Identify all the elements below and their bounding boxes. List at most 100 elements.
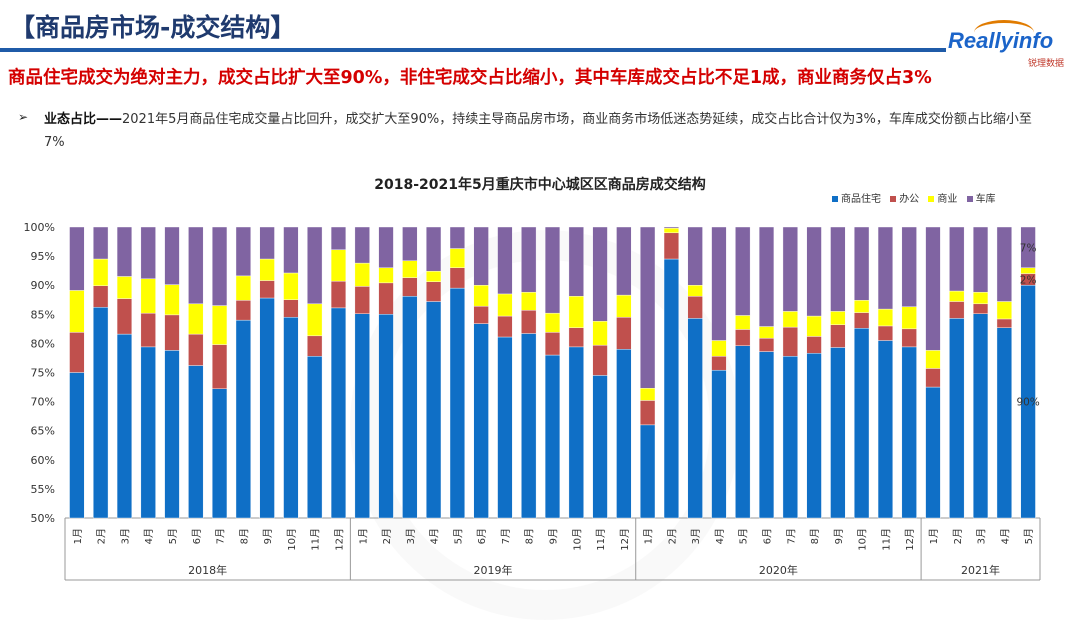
bar-segment-commercial [782, 311, 798, 328]
x-tick-label: 8月 [238, 528, 250, 544]
x-tick-label: 4月 [429, 528, 441, 544]
bar-segment-commercial [925, 350, 941, 369]
bar-segment-garage [568, 226, 584, 297]
bar-segment-residential [116, 333, 133, 519]
x-tick-label: 4月 [999, 528, 1011, 544]
data-label: 7% [1020, 242, 1037, 254]
x-tick-label: 2月 [96, 528, 108, 544]
bar-segment-commercial [330, 249, 347, 282]
bar-segment-commercial [877, 308, 893, 327]
bar-segment-residential [544, 354, 561, 519]
bar-segment-garage [972, 226, 989, 293]
bar-segment-commercial [69, 290, 85, 333]
bar-segment-residential [330, 307, 347, 519]
bar-segment-commercial [972, 291, 989, 305]
x-tick-label: 3月 [976, 528, 988, 544]
bar-segment-commercial [402, 260, 418, 278]
bar-segment-commercial [259, 258, 275, 281]
bar-segment-commercial [497, 293, 513, 317]
bar-segment-residential [854, 328, 870, 519]
bar-segment-office [972, 303, 989, 314]
bar-segment-office [949, 301, 965, 319]
bar-segment-residential [235, 319, 251, 519]
bar-segment-commercial [354, 262, 370, 287]
bar-segment-office [235, 300, 251, 321]
bar-segment-commercial [473, 284, 489, 307]
bar-segment-residential [901, 346, 917, 519]
y-tick-label: 50% [31, 512, 55, 525]
legend-item-residential: 商品住宅 [832, 194, 881, 205]
bar-segment-commercial [140, 278, 156, 314]
y-tick-label: 85% [31, 308, 55, 321]
x-tick-label: 4月 [143, 528, 155, 544]
bar-segment-commercial [568, 296, 584, 328]
x-tick-label: 3月 [119, 528, 131, 544]
bar-segment-garage [235, 226, 251, 277]
bar-segment-garage [212, 226, 228, 306]
x-tick-label: 7月 [215, 528, 227, 544]
y-tick-label: 90% [31, 279, 55, 292]
x-tick-label: 3月 [690, 528, 702, 544]
bar-segment-garage [663, 226, 679, 229]
legend-item-office: 办公 [890, 194, 919, 205]
bar-segment-garage [188, 226, 204, 305]
x-tick-label: 5月 [1023, 528, 1035, 544]
bar-segment-garage [925, 226, 941, 351]
bar-segment-garage [426, 226, 442, 272]
bar-segment-commercial [426, 271, 442, 282]
bar-segment-garage [354, 226, 370, 264]
x-tick-label: 6月 [476, 528, 488, 544]
bar-segment-commercial [687, 284, 703, 297]
x-tick-label: 5月 [738, 528, 750, 544]
x-tick-label: 11月 [880, 528, 892, 551]
y-tick-label: 95% [31, 250, 55, 263]
x-tick-label: 11月 [595, 528, 607, 551]
legend-label: 商业 [937, 194, 958, 205]
bar-segment-residential [497, 336, 513, 519]
data-label: 90% [1016, 397, 1039, 409]
bar-segment-residential [212, 388, 228, 519]
bar-segment-garage [164, 226, 180, 285]
bar-segment-commercial [711, 340, 727, 357]
bar-segment-garage [592, 226, 608, 322]
bar-segment-residential [164, 350, 180, 519]
bar-segment-commercial [854, 300, 870, 313]
bar-segment-garage [521, 226, 537, 293]
bar-segment-residential [307, 356, 323, 519]
bar-segment-garage [544, 226, 561, 314]
bar-segment-residential [687, 318, 703, 519]
chart-legend: 商品住宅 办公 商业 车库 [832, 190, 1002, 205]
legend-item-garage: 车库 [966, 194, 996, 205]
x-tick-label: 9月 [262, 528, 274, 544]
chart-title: 2018-2021年5月重庆市中心城区区商品房成交结构 [374, 177, 706, 193]
bar-segment-commercial [307, 303, 323, 337]
x-tick-label: 2月 [952, 528, 964, 544]
bar-segment-office [568, 327, 584, 348]
bar-segment-garage [330, 226, 347, 250]
bar-segment-residential [758, 351, 775, 519]
bar-segment-residential [735, 345, 751, 519]
bar-segment-commercial [378, 267, 394, 284]
legend-swatch [890, 196, 897, 202]
legend-swatch [928, 196, 935, 202]
bar-segment-garage [1020, 226, 1036, 268]
bar-segment-office [616, 317, 632, 350]
bar-segment-residential [877, 340, 893, 519]
year-group-label: 2021年 [961, 563, 1000, 577]
bar-segment-office [93, 285, 109, 308]
y-tick-label: 65% [31, 425, 55, 438]
bar-segment-commercial [830, 311, 846, 325]
bar-segment-office [116, 298, 133, 335]
x-tick-label: 12月 [333, 528, 345, 551]
x-tick-label: 9月 [548, 528, 560, 544]
bar-segment-garage [640, 226, 656, 389]
bullet-arrow-icon: ➢ [18, 110, 29, 124]
x-tick-label: 5月 [452, 528, 464, 544]
bar-segment-office [140, 312, 156, 348]
bar-segment-residential [426, 301, 442, 519]
bar-segment-commercial [212, 305, 228, 345]
bar-segment-commercial [735, 315, 751, 330]
bar-segment-residential [972, 313, 989, 519]
bar-segment-garage [283, 226, 299, 274]
bar-segment-residential [996, 327, 1012, 519]
